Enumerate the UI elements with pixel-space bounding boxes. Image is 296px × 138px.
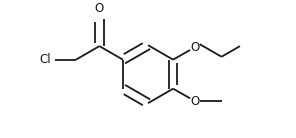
Text: O: O bbox=[190, 95, 200, 108]
Text: Cl: Cl bbox=[39, 53, 51, 66]
Text: O: O bbox=[95, 2, 104, 15]
Text: O: O bbox=[190, 41, 200, 54]
